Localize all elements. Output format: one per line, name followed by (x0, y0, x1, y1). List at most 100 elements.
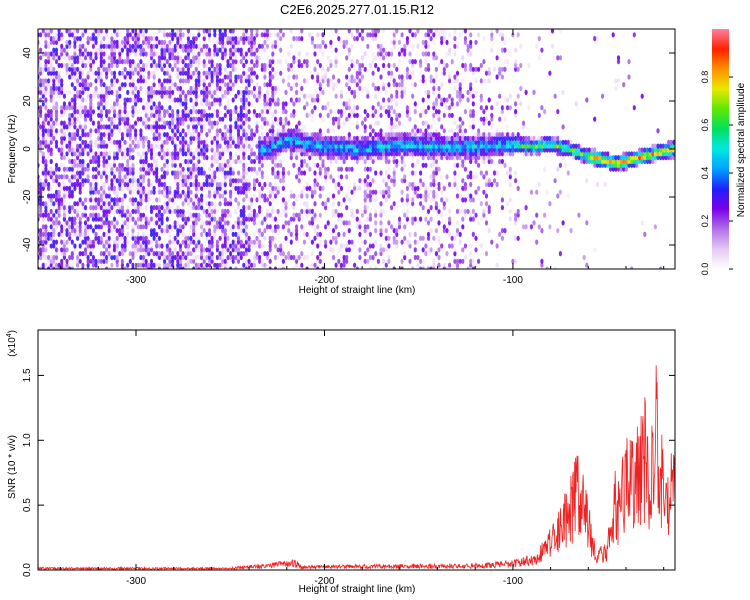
spectrogram-cell (152, 82, 156, 88)
spectrogram-cell (466, 43, 470, 49)
spectrogram-cell (115, 139, 119, 145)
spectrogram-cell (94, 51, 98, 57)
spectrogram-cell (86, 51, 90, 57)
spectrogram-cell (152, 105, 156, 111)
spectrogram-cell (463, 128, 467, 134)
spectrogram-cell (331, 228, 336, 234)
spectrogram-cell (355, 36, 359, 42)
spectrogram-cell (337, 247, 341, 253)
spectrogram-cell (44, 178, 48, 184)
spectrogram-cell (176, 124, 180, 130)
spectrogram-cell (197, 147, 201, 153)
spectrogram-cell (157, 78, 161, 84)
spectrogram-cell (89, 93, 93, 99)
spectrogram-cell (329, 224, 333, 230)
spectrogram-cell (181, 128, 185, 134)
spectrogram-cell (236, 258, 241, 264)
spectrogram-cell (234, 185, 238, 191)
spectrogram-cell (403, 85, 407, 92)
spectrogram-cell (60, 62, 64, 69)
spectrogram-cell (207, 89, 212, 95)
spectrogram-cell (160, 216, 164, 222)
spectrogram-cell (276, 135, 280, 141)
spectrogram-cell (89, 205, 93, 211)
spectrogram-cell (342, 139, 346, 145)
spectrogram-cell (453, 74, 457, 80)
spectrogram-cell (360, 85, 365, 92)
spectrogram-cell (445, 139, 449, 145)
spectrogram-cell (123, 124, 127, 130)
spectrogram-cell (141, 224, 146, 230)
spectrogram-cell (329, 43, 333, 49)
spectrogram-cell (318, 112, 322, 118)
spectrogram-cell (186, 247, 190, 253)
spectrogram-cell (479, 116, 483, 122)
spectrogram-cell (281, 32, 285, 38)
spectrogram-cell (194, 78, 198, 84)
spectrogram-cell (223, 132, 227, 138)
spectrogram-cell (83, 147, 88, 153)
spectrogram-cell (152, 170, 156, 176)
spectrogram-cell (65, 39, 69, 46)
spectrogram-cell (136, 216, 140, 222)
spectrogram-cell (126, 158, 130, 165)
spectrogram-cell (139, 158, 143, 165)
spectrogram-cell (458, 151, 462, 157)
spectrogram-cell (437, 181, 441, 188)
spectrogram-cell (173, 47, 177, 53)
spectrogram-cell (260, 124, 264, 130)
spectrogram-cell (189, 97, 193, 103)
spectrogram-cell (192, 128, 196, 134)
spectrogram-cell (86, 151, 90, 157)
spectrogram-cell (345, 220, 349, 226)
spectrogram-cell (60, 224, 64, 230)
spectrogram-cell (368, 124, 372, 130)
spectrogram-cell (155, 251, 159, 257)
spectrogram-cell (221, 43, 225, 49)
spectrogram-cell (244, 162, 248, 168)
spectrogram-cell (242, 185, 246, 191)
spectrogram-cell (247, 166, 251, 172)
spectrogram-cell (337, 143, 341, 149)
spectrogram-cell (184, 174, 188, 180)
spectrogram-cell (250, 51, 254, 57)
spectrogram-cell (215, 97, 219, 103)
spectrogram-cell (463, 243, 467, 249)
spectrogram-cell (247, 262, 251, 268)
spectrogram-cell (176, 51, 180, 57)
spectrogram-cell (155, 36, 159, 42)
spectrogram-cell (281, 201, 285, 207)
spectrogram-cell (276, 128, 280, 134)
spectrogram-cell (213, 193, 217, 199)
spectrogram-cell (371, 36, 375, 42)
spectrogram-cell (73, 124, 77, 130)
spectrogram-cell (120, 201, 124, 207)
spectrogram-cell (126, 174, 130, 180)
spectrogram-cell (355, 82, 359, 88)
spectrogram-cell (231, 231, 235, 237)
spectrogram-cell (157, 151, 161, 157)
spectrogram-cell (178, 55, 183, 61)
spectrogram-cell (97, 29, 101, 34)
spectrogram-cell (271, 185, 275, 191)
spectrogram-cell (331, 155, 336, 161)
spectrogram-cell (65, 185, 69, 191)
spectrogram-cell (469, 66, 473, 72)
spectrogram-cell (424, 216, 428, 222)
spectrogram-cell (326, 135, 330, 141)
spectrogram-cell (163, 32, 167, 38)
spectrogram-cell (342, 262, 346, 268)
spectrogram-cell (73, 36, 77, 42)
spectrogram-cell (131, 170, 135, 176)
spectrogram-cell (57, 174, 61, 180)
spectrogram-cell (226, 212, 230, 218)
spectrogram-cell (118, 128, 122, 134)
spectrogram-cell (62, 205, 66, 211)
spectrogram-cell (498, 116, 502, 122)
spectrogram-cell (65, 239, 69, 245)
spectrogram-cell (83, 224, 88, 230)
spectrogram-cell (44, 143, 48, 149)
spectrogram-cell (89, 247, 93, 253)
spectrogram-cell (453, 36, 457, 42)
spectrogram-cell (247, 82, 251, 88)
